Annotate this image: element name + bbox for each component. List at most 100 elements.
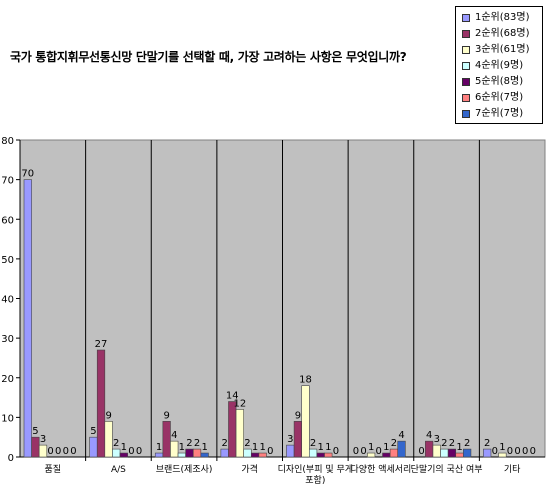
bar <box>228 401 237 458</box>
bar <box>185 448 194 458</box>
data-label: 0 <box>55 446 61 457</box>
data-label: 0 <box>128 446 134 457</box>
bar <box>170 440 179 458</box>
x-tick-label: 단말기의 국산 여부 <box>411 463 483 475</box>
data-label: 12 <box>234 398 247 409</box>
x-tick-label: 다양한 액세서리 <box>351 463 412 475</box>
bar <box>154 452 164 458</box>
legend-swatch <box>462 46 470 54</box>
data-label: 0 <box>353 446 359 457</box>
legend-label: 2순위(68명) <box>475 28 530 39</box>
data-label: 1 <box>252 442 258 453</box>
bar <box>89 436 98 458</box>
legend-label: 5순위(8명) <box>475 76 524 87</box>
data-label: 1 <box>456 442 462 453</box>
y-tick-label: 80 <box>1 136 14 147</box>
data-label: 0 <box>136 446 142 457</box>
legend: 1순위(83명) 2순위(68명) 3순위(61명) 4순위(9명) 5순위(8명) 6순… <box>455 6 543 124</box>
data-label: 2 <box>113 438 119 449</box>
data-label: 0 <box>360 446 366 457</box>
data-label: 18 <box>299 375 312 386</box>
data-label: 2 <box>221 438 227 449</box>
bar <box>447 448 457 458</box>
x-tick-label: 브랜드(제조사) <box>156 464 213 475</box>
data-label: 2 <box>186 438 192 449</box>
data-label: 1 <box>259 442 265 453</box>
y-tick-label: 0 <box>8 453 14 464</box>
data-label: 0 <box>492 446 498 457</box>
data-label: 0 <box>507 446 513 457</box>
x-tick-label: 기타 <box>504 464 521 475</box>
data-label: 1 <box>121 442 127 453</box>
bar <box>483 448 492 458</box>
legend-label: 4순위(9명) <box>475 60 524 71</box>
bar <box>316 452 325 458</box>
data-label: 2 <box>194 438 200 449</box>
data-label: 2 <box>449 438 455 449</box>
bar <box>104 421 113 458</box>
bar <box>389 448 399 458</box>
bar <box>119 452 128 458</box>
bar <box>31 436 40 458</box>
bar <box>432 444 441 458</box>
y-tick-label: 70 <box>1 176 14 187</box>
legend-swatch <box>462 94 470 102</box>
data-label: 5 <box>32 426 38 437</box>
y-tick-label: 30 <box>1 334 14 345</box>
bar <box>397 440 406 458</box>
data-label: 4 <box>426 430 432 441</box>
data-label: 1 <box>383 442 389 453</box>
bar <box>301 385 310 458</box>
data-label: 3 <box>40 434 46 445</box>
y-tick-label: 10 <box>1 413 14 424</box>
bar <box>23 179 32 458</box>
data-label: 0 <box>522 446 528 457</box>
bar <box>200 452 209 458</box>
data-label: 0 <box>333 446 339 457</box>
legend-label: 3순위(61명) <box>475 44 530 55</box>
data-label: 0 <box>530 446 536 457</box>
bar <box>425 440 434 458</box>
data-label: 0 <box>514 446 520 457</box>
y-tick-label: 20 <box>1 374 14 385</box>
data-label: 1 <box>499 442 505 453</box>
legend-label: 6순위(7명) <box>475 92 524 103</box>
bar <box>367 452 376 458</box>
bar <box>324 452 333 458</box>
bar <box>220 448 229 458</box>
x-tick-label: 포함) <box>305 475 325 486</box>
data-label: 1 <box>318 442 324 453</box>
data-label: 4 <box>171 430 177 441</box>
data-label: 2 <box>441 438 447 449</box>
y-tick-label: 50 <box>1 255 14 266</box>
legend-swatch <box>462 30 470 38</box>
bar <box>192 448 202 458</box>
chart-title: 국가 통합지휘무선통신망 단말기를 선택할 때, 가장 고려하는 사항은 무엇입… <box>10 50 407 64</box>
bar <box>258 452 267 458</box>
legend-label: 7순위(7명) <box>475 108 524 119</box>
bar <box>250 452 260 458</box>
data-label: 2 <box>391 438 397 449</box>
legend-swatch <box>462 110 470 118</box>
data-label: 3 <box>287 434 293 445</box>
data-label: 5 <box>90 426 96 437</box>
bar <box>96 349 106 458</box>
data-label: 9 <box>163 410 169 421</box>
data-label: 2 <box>464 438 470 449</box>
bar <box>162 421 171 458</box>
data-label: 1 <box>368 442 374 453</box>
data-label: 9 <box>105 410 111 421</box>
data-label: 14 <box>226 391 239 402</box>
x-tick-label: 품질 <box>45 463 62 475</box>
data-label: 0 <box>267 446 273 457</box>
data-label: 27 <box>95 339 108 350</box>
data-label: 1 <box>325 442 331 453</box>
bar <box>286 444 295 458</box>
legend-swatch <box>462 62 470 70</box>
data-label: 0 <box>47 446 53 457</box>
data-label: 0 <box>376 446 382 457</box>
bar <box>38 444 48 458</box>
bar <box>498 452 507 458</box>
